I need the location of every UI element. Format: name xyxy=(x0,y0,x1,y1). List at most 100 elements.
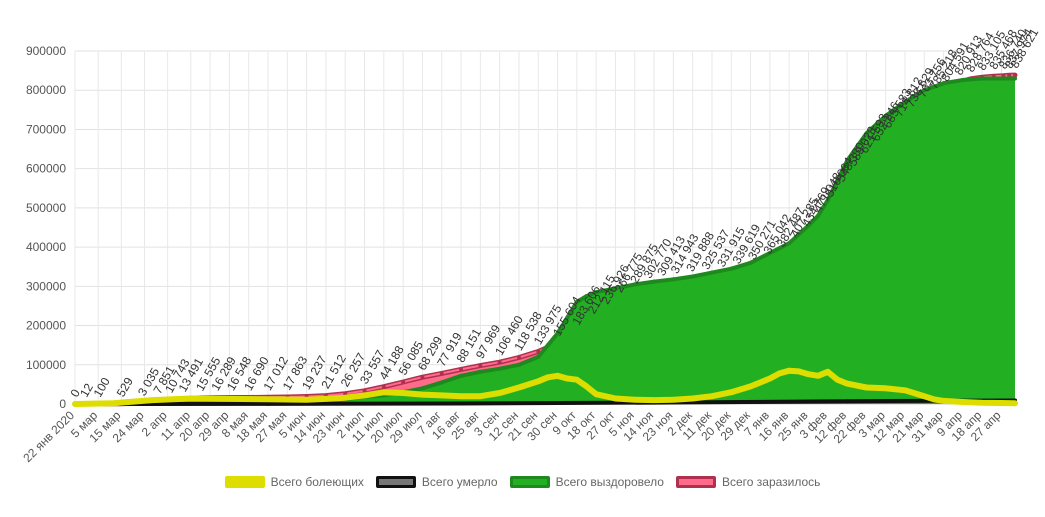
data-point xyxy=(729,266,734,271)
data-point xyxy=(844,381,850,387)
data-point xyxy=(863,385,869,391)
data-point xyxy=(458,393,464,399)
data-point xyxy=(555,331,560,336)
series-line-0 xyxy=(72,367,1018,407)
data-label: 100 xyxy=(91,375,113,400)
data-point xyxy=(805,371,811,377)
data-point xyxy=(941,398,947,404)
data-point xyxy=(545,343,550,348)
data-point xyxy=(188,396,194,402)
data-point xyxy=(670,397,676,403)
legend-swatch-deaths xyxy=(375,476,416,488)
data-point xyxy=(786,368,792,374)
data-point xyxy=(998,400,1004,406)
legend-label-infected: Всего заразилось xyxy=(721,475,821,489)
data-point xyxy=(381,384,386,389)
data-point xyxy=(825,198,830,203)
data-point xyxy=(632,397,638,403)
data-point xyxy=(342,395,348,401)
data-point xyxy=(613,286,618,291)
data-point xyxy=(767,376,773,382)
y-tick-label: 700000 xyxy=(26,122,66,136)
legend-swatch-active xyxy=(224,476,265,488)
y-tick-label: 0 xyxy=(59,397,66,411)
data-point xyxy=(845,158,850,163)
data-point xyxy=(497,360,502,365)
data-point xyxy=(265,396,271,402)
y-tick-label: 300000 xyxy=(26,279,66,293)
data-point xyxy=(564,376,570,382)
data-point xyxy=(593,391,599,397)
data-point xyxy=(999,76,1004,81)
data-point xyxy=(516,385,522,391)
data-point xyxy=(594,290,599,295)
data-point xyxy=(767,250,772,255)
data-point xyxy=(401,380,406,385)
legend-swatch-infected xyxy=(675,476,716,488)
data-point xyxy=(816,213,821,218)
data-point xyxy=(574,300,579,305)
legend-item-active[interactable]: Всего болеющих xyxy=(224,475,364,489)
data-point xyxy=(304,397,310,403)
data-point xyxy=(226,396,232,402)
data-point xyxy=(149,397,155,403)
y-tick-label: 800000 xyxy=(26,83,66,97)
data-point xyxy=(439,371,444,376)
data-point xyxy=(419,392,425,398)
data-point xyxy=(459,373,464,378)
data-point xyxy=(420,375,425,380)
y-tick-label: 900000 xyxy=(26,44,66,58)
data-point xyxy=(565,315,570,320)
data-point xyxy=(941,81,946,86)
legend-label-deaths: Всего умерло xyxy=(421,475,498,489)
data-point xyxy=(583,383,589,389)
data-point xyxy=(922,88,927,93)
data-point xyxy=(323,396,329,402)
data-point xyxy=(652,279,657,284)
data-point xyxy=(459,401,464,406)
data-point xyxy=(709,393,715,399)
data-point xyxy=(584,294,589,299)
data-point xyxy=(362,392,368,398)
data-point xyxy=(381,389,387,395)
data-point xyxy=(690,396,696,402)
data-point xyxy=(72,401,78,407)
data-point xyxy=(497,390,503,396)
data-point xyxy=(536,354,541,359)
data-point xyxy=(931,396,937,402)
data-point xyxy=(266,401,271,406)
legend: Всего болеющих Всего умерло Всего выздор… xyxy=(0,475,1045,489)
data-point xyxy=(1013,76,1017,81)
y-tick-label: 200000 xyxy=(26,319,66,333)
data-point xyxy=(612,396,618,402)
data-point xyxy=(748,260,753,265)
data-point xyxy=(960,399,966,405)
data-point xyxy=(516,355,521,360)
data-point xyxy=(960,78,965,83)
data-point xyxy=(845,399,850,404)
data-point xyxy=(362,388,367,393)
data-point xyxy=(459,367,464,372)
data-point xyxy=(400,390,406,396)
data-point xyxy=(902,387,908,393)
y-tick-label: 600000 xyxy=(26,162,66,176)
data-point xyxy=(545,374,551,380)
data-point xyxy=(806,223,811,228)
y-tick-label: 100000 xyxy=(26,358,66,372)
data-point xyxy=(1007,73,1012,78)
data-point xyxy=(980,76,985,81)
legend-item-deaths[interactable]: Всего умерло xyxy=(375,475,498,489)
legend-item-recovered[interactable]: Всего выздоровело xyxy=(509,475,664,489)
data-point xyxy=(728,389,734,395)
legend-item-infected[interactable]: Всего заразилось xyxy=(675,475,821,489)
data-point xyxy=(111,400,117,406)
data-label: 529 xyxy=(114,375,136,400)
legend-swatch-recovered xyxy=(509,476,550,488)
y-tick-label: 400000 xyxy=(26,240,66,254)
data-point xyxy=(420,386,425,391)
data-point xyxy=(497,366,502,371)
data-point xyxy=(834,377,840,383)
data-point xyxy=(787,241,792,246)
data-point xyxy=(835,178,840,183)
